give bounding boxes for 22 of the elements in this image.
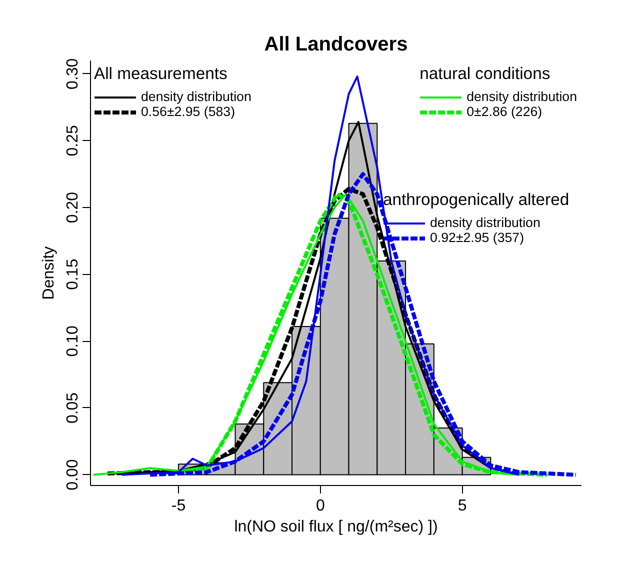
legend-label: 0±2.86 (226): [466, 104, 542, 119]
x-axis-title: ln(NO soil flux [ ng/(m²sec) ]): [234, 518, 438, 536]
y-tick-label: 0.25: [64, 125, 82, 156]
x-tick-label: 5: [458, 498, 467, 514]
y-axis-title: Density: [40, 246, 58, 300]
legend-label: density distribution: [466, 89, 577, 104]
y-tick-label: 0.00: [64, 459, 82, 490]
x-tick-label: 0: [316, 498, 325, 514]
annotation: anthropogenically altered: [383, 190, 570, 210]
y-tick-label: 0.10: [64, 325, 82, 357]
legend-label: 0.92±2.95 (357): [430, 230, 524, 245]
legend-label: 0.56±2.95 (583): [141, 104, 236, 119]
y-tick-label: 0.05: [64, 392, 82, 424]
chart-title: All Landcovers: [264, 34, 408, 56]
legend-label: density distribution: [141, 89, 252, 104]
x-tick-label: -5: [171, 498, 186, 514]
legend-label: density distribution: [430, 215, 540, 230]
y-tick-label: 0.30: [64, 58, 82, 90]
y-tick-label: 0.15: [64, 258, 82, 290]
y-tick-label: 0.20: [64, 192, 82, 224]
annotation: All measurements: [94, 64, 228, 84]
annotation: natural conditions: [420, 64, 552, 84]
